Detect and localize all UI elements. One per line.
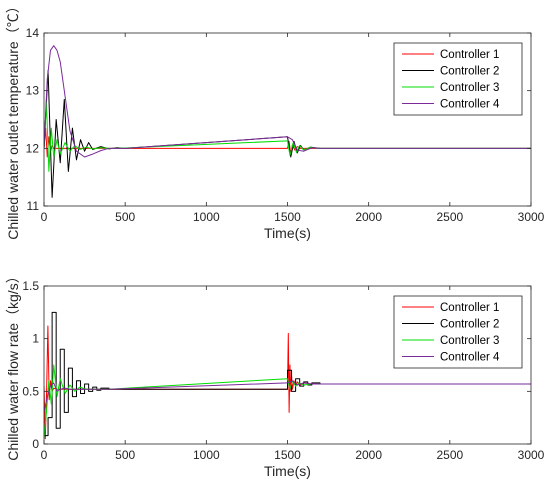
flow-rate-chart: 0 500 1000 1500 2000 2500 3000 0 0.5 1 1.5 Time(s) C… xyxy=(5,269,545,479)
y-tick-label: 1 xyxy=(32,332,39,346)
y-tick-label: 0 xyxy=(32,437,39,451)
legend: Controller 1 Controller 2 Controller 3 Cont… xyxy=(393,42,523,116)
series-line-controller-4 xyxy=(44,380,531,413)
x-tick-label: 0 xyxy=(41,448,48,462)
series-line-controller-4 xyxy=(44,45,531,158)
y-tick-label: 1.5 xyxy=(22,279,39,293)
legend: Controller 1 Controller 2 Controller 3 Cont… xyxy=(393,295,523,369)
x-tick-label: 500 xyxy=(115,210,135,224)
y-tick-label: 14 xyxy=(26,26,40,40)
y-axis-label: Chilled water outlet temperature（℃） xyxy=(5,0,21,240)
y-tick-label: 11 xyxy=(27,199,40,213)
x-tick-label: 2000 xyxy=(355,210,382,224)
x-tick-label: 500 xyxy=(115,448,135,462)
temperature-chart: 0 500 1000 1500 2000 2500 3000 11 12 13 14 Time(s) C… xyxy=(5,0,545,241)
legend-label-controller-3: Controller 3 xyxy=(440,335,499,347)
y-tick-label: 13 xyxy=(26,84,40,98)
x-tick-label: 1500 xyxy=(274,210,301,224)
x-tick-label: 2000 xyxy=(355,448,382,462)
legend-label-controller-4: Controller 4 xyxy=(440,99,500,111)
x-axis-label: Time(s) xyxy=(264,463,311,479)
x-tick-label: 2500 xyxy=(436,448,463,462)
legend-label-controller-2: Controller 2 xyxy=(440,66,499,78)
x-tick-label: 3000 xyxy=(518,210,545,224)
legend-label-controller-1: Controller 1 xyxy=(440,302,499,314)
legend-label-controller-4: Controller 4 xyxy=(440,352,500,364)
x-tick-label: 1000 xyxy=(193,448,220,462)
legend-label-controller-1: Controller 1 xyxy=(440,49,499,61)
y-tick-label: 12 xyxy=(26,141,40,155)
series-group xyxy=(44,45,531,198)
x-tick-label: 2500 xyxy=(436,210,463,224)
x-tick-label: 0 xyxy=(41,210,48,224)
x-tick-label: 1500 xyxy=(274,448,301,462)
legend-label-controller-3: Controller 3 xyxy=(440,82,499,94)
legend-label-controller-2: Controller 2 xyxy=(440,319,499,331)
x-axis-label: Time(s) xyxy=(264,225,311,241)
y-tick-label: 0.5 xyxy=(22,384,39,398)
x-tick-label: 1000 xyxy=(193,210,220,224)
x-tick-label: 3000 xyxy=(518,448,545,462)
series-group xyxy=(44,311,531,440)
y-axis-label: Chilled water flow rate（kg/s） xyxy=(5,269,21,460)
series-line-controller-3 xyxy=(44,101,531,172)
